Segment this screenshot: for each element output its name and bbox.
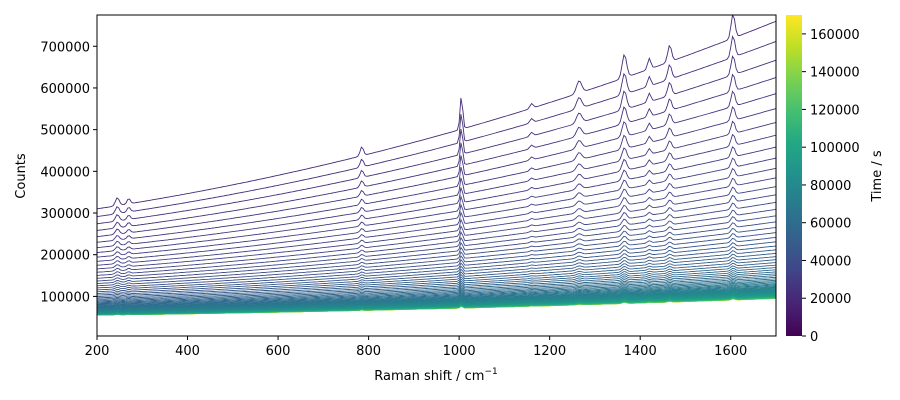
y-tick-label: 700000 [40,40,90,55]
colorbar-tick-label: 40000 [810,254,851,269]
spectrum-line [97,35,776,218]
spectrum-line [97,90,776,238]
spectrum-line [97,221,776,287]
colorbar-tick-label: 20000 [810,292,851,307]
spectrum-line [97,259,776,301]
spectrum-line [97,281,776,310]
x-tick-label: 1400 [624,344,657,359]
plot-frame [96,14,777,337]
x-tick-label: 800 [356,344,381,359]
colorbar-tick-label: 120000 [810,103,860,118]
colorbar-label: Time / s [870,150,885,202]
spectrum-line [97,273,776,307]
x-axis-label: Raman shift / cm−1 [374,367,498,384]
spectrum-line [97,278,776,309]
spectrum-line [97,262,776,302]
colorbar-ticks: 0 20000 40000 60000 80000 100000 120000 140000 1… [802,28,860,345]
y-tick-label: 600000 [40,82,90,97]
y-tick-label: 100000 [40,290,90,305]
spectrum-line [97,256,776,300]
colorbar-tick-label: 140000 [810,66,860,81]
spectrum-line [97,120,776,249]
spectrum-line [97,284,776,311]
spectrum-line [97,167,776,266]
spectrum-line [97,269,776,305]
spectrum-line [97,106,776,243]
spectrum-line [97,252,776,299]
x-axis-ticks: 200 400 600 800 1000 1200 1400 1600 [85,336,747,359]
spectrum-line [97,201,776,279]
spectrum-line [97,275,776,307]
colorbar-tick-label: 160000 [810,28,860,43]
spectrum-line [97,157,776,262]
spectrum-line [97,146,776,258]
x-tick-label: 1600 [714,344,747,359]
spectrum-line [97,232,776,291]
spectrum-line [97,133,776,253]
x-tick-label: 400 [175,344,200,359]
colorbar-tick-label: 0 [810,330,818,345]
y-axis-ticks: 100000 200000 300000 400000 500000 600000 7000… [40,40,97,305]
spectrum-line [97,264,776,303]
spectrum-line [97,267,776,304]
spectrum-line [97,215,776,284]
y-tick-label: 300000 [40,207,90,222]
colorbar [786,15,802,336]
x-tick-label: 200 [85,344,110,359]
spectrum-line [97,241,776,294]
spectrum-line [97,271,776,306]
spectrum-line [97,55,776,225]
spectrum-line [97,15,776,210]
spectrum-line [97,208,776,282]
y-axis-label: Counts [14,153,29,199]
spectrum-line [97,186,776,273]
y-tick-label: 400000 [40,165,90,180]
spectra-series [97,15,776,336]
spectrum-line [97,226,776,289]
spectrum-line [97,279,776,309]
y-tick-label: 200000 [40,249,90,264]
x-tick-label: 1200 [533,344,566,359]
spectrum-line [97,245,776,296]
spectrum-line [97,194,776,276]
spectrum-line [97,283,776,311]
colorbar-tick-label: 80000 [810,179,851,194]
colorbar-tick-label: 100000 [810,141,860,156]
spectrum-line [97,73,776,231]
spectrum-line [97,236,776,293]
spectrum-line [97,276,776,308]
y-tick-label: 500000 [40,124,90,139]
colorbar-tick-label: 60000 [810,217,851,232]
x-tick-label: 600 [266,344,291,359]
x-tick-label: 1000 [443,344,476,359]
spectrum-line [97,249,776,297]
spectrum-line [97,177,776,270]
spectrum-line [97,282,776,310]
